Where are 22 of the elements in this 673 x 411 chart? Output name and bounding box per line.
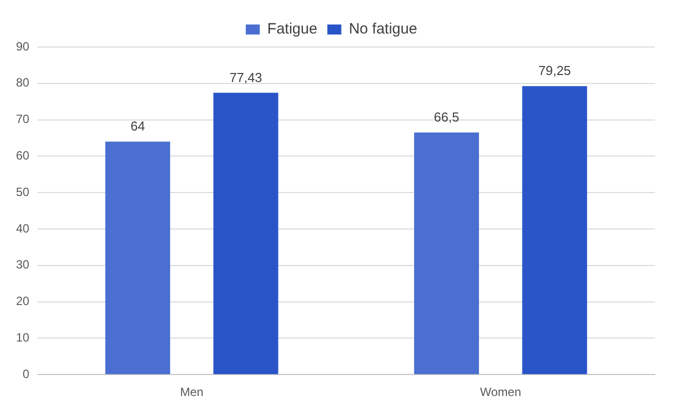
y-tick-label: 30 [16, 258, 30, 272]
x-tick-label: Men [180, 385, 204, 400]
y-tick-label: 10 [16, 330, 30, 345]
y-tick-label: 20 [16, 294, 30, 308]
y-tick-label: 90 [16, 39, 30, 54]
y-tick-label: 60 [16, 148, 30, 163]
data-label: 77,43 [230, 70, 262, 85]
y-tick-label: 50 [16, 184, 30, 199]
bar [522, 86, 588, 374]
y-tick-label: 40 [16, 221, 30, 236]
data-label: 64 [130, 118, 145, 134]
data-label: 66,5 [434, 110, 460, 125]
bar [213, 92, 278, 374]
legend-label: No fatigue [348, 20, 418, 38]
legend-label: Fatigue [267, 20, 318, 38]
bar [414, 132, 479, 374]
x-tick-label: Women [480, 385, 522, 400]
data-label: 79,25 [538, 63, 571, 78]
y-tick-label: 70 [16, 112, 30, 126]
bar [105, 142, 170, 374]
y-tick-label: 0 [22, 366, 30, 381]
y-tick-label: 80 [16, 76, 30, 90]
